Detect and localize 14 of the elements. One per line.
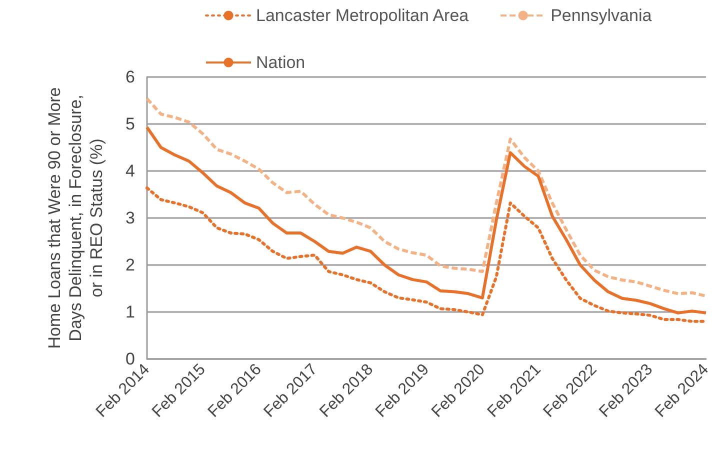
legend-label: Lancaster Metropolitan Area [256,6,470,25]
line-series [146,97,708,298]
legend-label: Nation [256,53,306,72]
line-series [146,126,708,314]
y-tick-label: 0 [126,350,135,368]
line-series [146,186,708,323]
legend-label: Pennsylvania [550,6,652,25]
y-tick-label: 1 [126,302,135,322]
y-axis-title: Home Loans that Were 90 or More Days Delinquent, in Foreclosure, or in REO Status (%) [45,87,106,349]
y-tick-label: 2 [126,256,135,274]
y-tick-label: 3 [126,208,135,228]
y-tick-label: 5 [126,114,135,134]
y-tick-label: 4 [126,162,135,180]
y-tick-label: 6 [126,68,135,86]
